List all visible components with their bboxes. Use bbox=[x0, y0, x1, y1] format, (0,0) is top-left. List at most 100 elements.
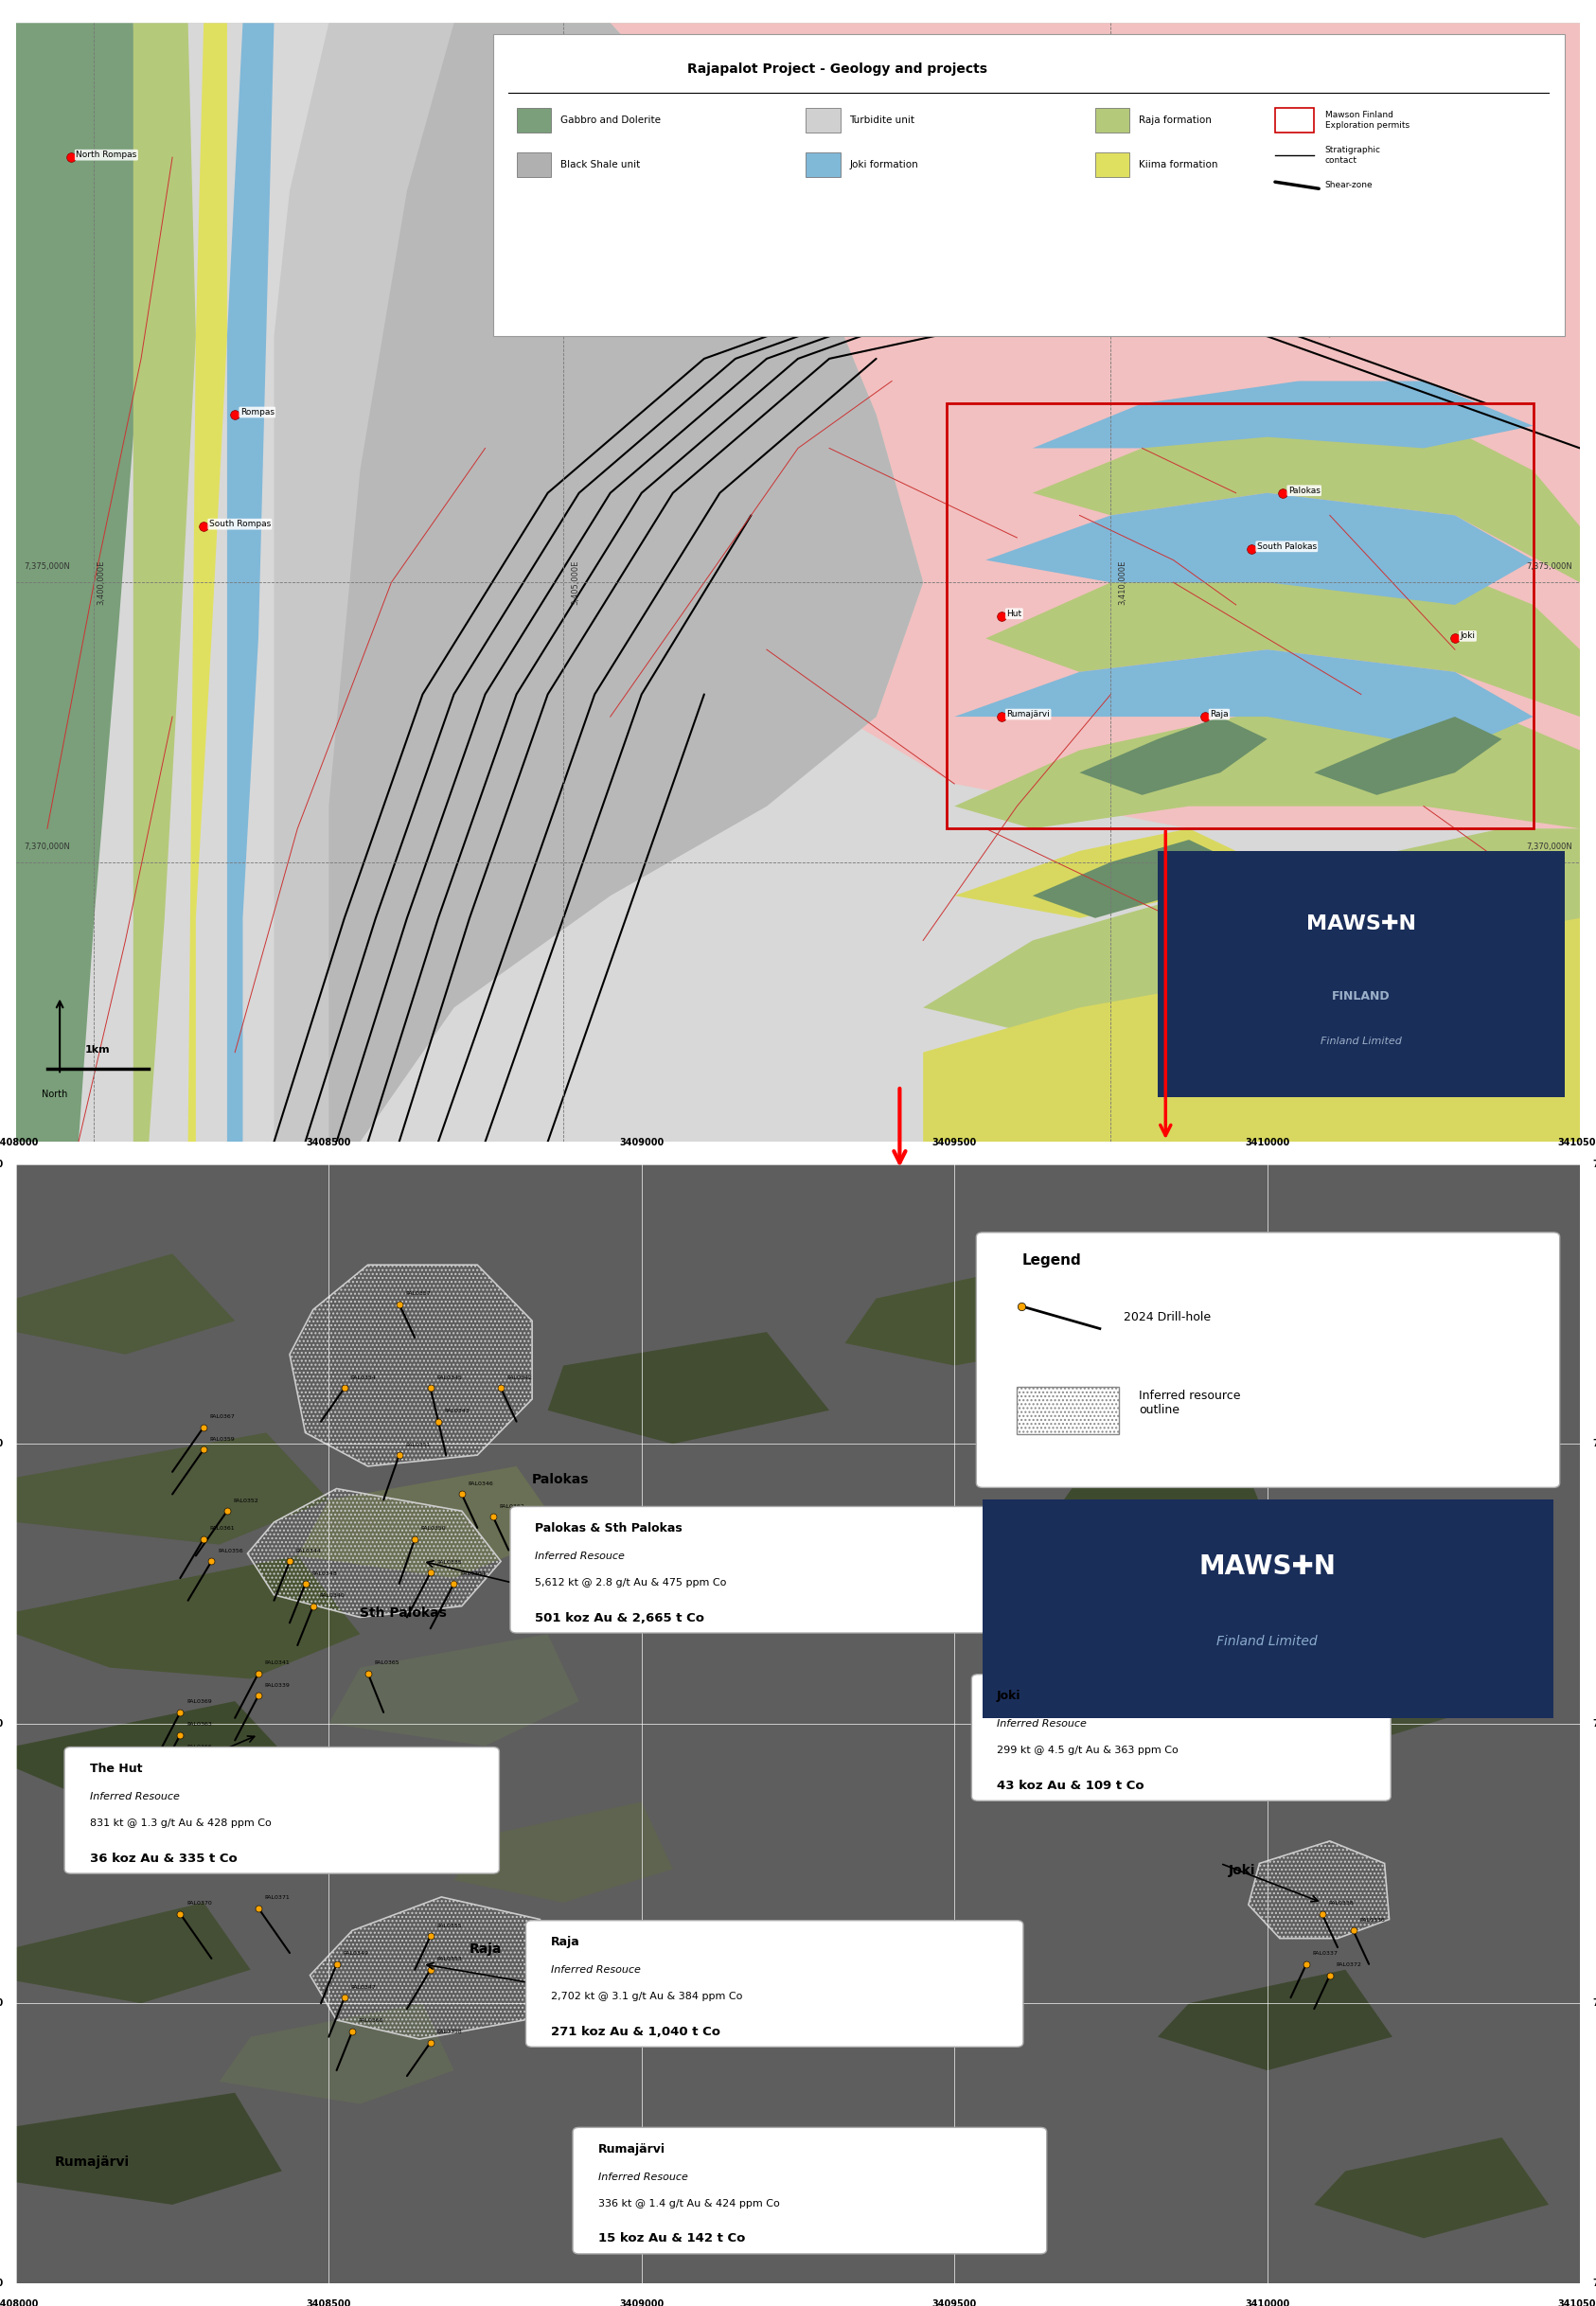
Text: 7373500: 7373500 bbox=[0, 1439, 3, 1448]
Text: 501 koz Au & 2,665 t Co: 501 koz Au & 2,665 t Co bbox=[535, 1612, 705, 1623]
Text: PAL0342: PAL0342 bbox=[508, 1374, 533, 1379]
Text: 7,370,000N: 7,370,000N bbox=[24, 842, 70, 851]
Text: The Hut: The Hut bbox=[89, 1762, 142, 1776]
Text: PAL0346: PAL0346 bbox=[468, 1480, 493, 1485]
Text: Finland Limited: Finland Limited bbox=[1216, 1635, 1318, 1649]
Polygon shape bbox=[329, 1635, 579, 1746]
Text: 299 kt @ 4.5 g/t Au & 363 ppm Co: 299 kt @ 4.5 g/t Au & 363 ppm Co bbox=[996, 1746, 1178, 1755]
Text: PAL0361: PAL0361 bbox=[211, 1527, 235, 1531]
Text: 3408500: 3408500 bbox=[306, 1137, 351, 1148]
Text: 831 kt @ 1.3 g/t Au & 428 ppm Co: 831 kt @ 1.3 g/t Au & 428 ppm Co bbox=[89, 1819, 271, 1829]
Text: Stratigraphic
contact: Stratigraphic contact bbox=[1325, 145, 1381, 164]
FancyBboxPatch shape bbox=[511, 1506, 1039, 1633]
Polygon shape bbox=[1267, 1635, 1502, 1734]
Text: North Rompas: North Rompas bbox=[77, 150, 137, 159]
Text: 2,702 kt @ 3.1 g/t Au & 384 ppm Co: 2,702 kt @ 3.1 g/t Au & 384 ppm Co bbox=[551, 1992, 742, 2002]
Text: FINLAND: FINLAND bbox=[1333, 989, 1390, 1003]
Polygon shape bbox=[219, 2004, 453, 2103]
Polygon shape bbox=[16, 1702, 297, 1813]
Text: 3,410,000E: 3,410,000E bbox=[1119, 560, 1127, 604]
Text: PAL0369: PAL0369 bbox=[187, 1700, 212, 1704]
Polygon shape bbox=[1049, 1444, 1267, 1557]
Polygon shape bbox=[986, 493, 1534, 604]
Text: Sth Palokas: Sth Palokas bbox=[361, 1607, 447, 1621]
Polygon shape bbox=[1157, 1969, 1392, 2071]
Text: 3408000: 3408000 bbox=[0, 1137, 38, 1148]
Bar bbox=[806, 108, 839, 134]
Text: PAL0335: PAL0335 bbox=[437, 1559, 461, 1563]
Polygon shape bbox=[954, 650, 1534, 749]
Bar bbox=[806, 152, 839, 178]
Text: Inferred Resouce: Inferred Resouce bbox=[89, 1792, 179, 1801]
Text: PAL0348: PAL0348 bbox=[311, 1570, 337, 1575]
FancyBboxPatch shape bbox=[573, 2128, 1047, 2253]
FancyBboxPatch shape bbox=[977, 1231, 1559, 1487]
Text: 3410000: 3410000 bbox=[1245, 1137, 1290, 1148]
Text: 3409500: 3409500 bbox=[932, 1137, 977, 1148]
Text: 7372500: 7372500 bbox=[0, 1999, 3, 2009]
Text: Palokas: Palokas bbox=[1288, 487, 1320, 496]
Text: PAL0362: PAL0362 bbox=[500, 1504, 525, 1508]
Text: Joki: Joki bbox=[996, 1690, 1021, 1702]
FancyBboxPatch shape bbox=[64, 1748, 500, 1872]
Polygon shape bbox=[986, 560, 1580, 717]
Polygon shape bbox=[188, 23, 227, 1141]
Text: 1km: 1km bbox=[85, 1045, 110, 1054]
Text: Joki: Joki bbox=[1229, 1863, 1254, 1877]
Bar bbox=[1095, 152, 1130, 178]
Text: 3410500: 3410500 bbox=[1558, 2299, 1596, 2306]
Polygon shape bbox=[1392, 895, 1548, 964]
Polygon shape bbox=[1079, 717, 1267, 796]
Text: Gabbro and Dolerite: Gabbro and Dolerite bbox=[560, 115, 661, 125]
Text: MAWS✚N: MAWS✚N bbox=[1199, 1554, 1336, 1580]
Polygon shape bbox=[954, 694, 1580, 828]
Text: PAL0367: PAL0367 bbox=[211, 1414, 235, 1418]
Text: PAL0358: PAL0358 bbox=[437, 2029, 461, 2034]
Text: Joki: Joki bbox=[1460, 632, 1475, 641]
Bar bbox=[983, 1499, 1553, 1718]
Text: 3409000: 3409000 bbox=[619, 2299, 664, 2306]
Text: PAL0337: PAL0337 bbox=[1312, 1951, 1337, 1955]
Bar bbox=[517, 108, 551, 134]
FancyBboxPatch shape bbox=[525, 1921, 1023, 2048]
Text: 7,375,000N: 7,375,000N bbox=[24, 563, 70, 572]
Text: Hut: Hut bbox=[1007, 609, 1021, 618]
Polygon shape bbox=[453, 1801, 674, 1902]
Text: PAL0339: PAL0339 bbox=[265, 1683, 290, 1688]
Text: PAL0357: PAL0357 bbox=[405, 1291, 431, 1296]
Text: 3410000: 3410000 bbox=[1245, 2299, 1290, 2306]
Polygon shape bbox=[1033, 839, 1235, 918]
Text: 2024 Drill-hole: 2024 Drill-hole bbox=[1124, 1312, 1210, 1324]
Text: 7373000: 7373000 bbox=[0, 1718, 3, 1727]
Text: Black Shale unit: Black Shale unit bbox=[560, 161, 640, 171]
Text: MAWS✚N: MAWS✚N bbox=[1306, 913, 1416, 934]
Text: PAL0359: PAL0359 bbox=[211, 1437, 235, 1441]
Text: South Rompas: South Rompas bbox=[209, 519, 271, 528]
Polygon shape bbox=[954, 828, 1235, 918]
Text: PAL0368: PAL0368 bbox=[155, 1773, 180, 1778]
Text: Inferred Resouce: Inferred Resouce bbox=[535, 1552, 626, 1561]
Text: Hut: Hut bbox=[219, 1776, 246, 1787]
Text: 336 kt @ 1.4 g/t Au & 424 ppm Co: 336 kt @ 1.4 g/t Au & 424 ppm Co bbox=[598, 2200, 779, 2209]
Text: Inferred Resouce: Inferred Resouce bbox=[551, 1965, 640, 1974]
Text: PAL0343: PAL0343 bbox=[445, 1409, 469, 1414]
Text: 7,370,000N: 7,370,000N bbox=[1526, 842, 1572, 851]
Text: 3,400,000E: 3,400,000E bbox=[97, 560, 105, 604]
Text: 3,405,000E: 3,405,000E bbox=[571, 560, 579, 604]
Text: Rumajärvi: Rumajärvi bbox=[54, 2156, 129, 2168]
Text: PAL0341: PAL0341 bbox=[265, 1660, 290, 1665]
Text: PAL0370: PAL0370 bbox=[187, 1900, 212, 1905]
Text: PAL0366: PAL0366 bbox=[187, 1743, 212, 1750]
Text: Rumajärvi: Rumajärvi bbox=[598, 2142, 666, 2156]
Polygon shape bbox=[227, 23, 275, 1141]
Text: 7373500: 7373500 bbox=[1593, 1439, 1596, 1448]
Text: Shear-zone: Shear-zone bbox=[1325, 180, 1373, 189]
Bar bbox=[517, 152, 551, 178]
Text: 5,612 kt @ 2.8 g/t Au & 475 ppm Co: 5,612 kt @ 2.8 g/t Au & 475 ppm Co bbox=[535, 1577, 726, 1587]
Polygon shape bbox=[16, 1432, 329, 1545]
Text: Inferred Resouce: Inferred Resouce bbox=[598, 2172, 688, 2181]
FancyBboxPatch shape bbox=[972, 1674, 1390, 1801]
Polygon shape bbox=[922, 918, 1580, 1141]
Text: 7,375,000N: 7,375,000N bbox=[1526, 563, 1572, 572]
Text: PAL0347: PAL0347 bbox=[351, 1985, 377, 1990]
